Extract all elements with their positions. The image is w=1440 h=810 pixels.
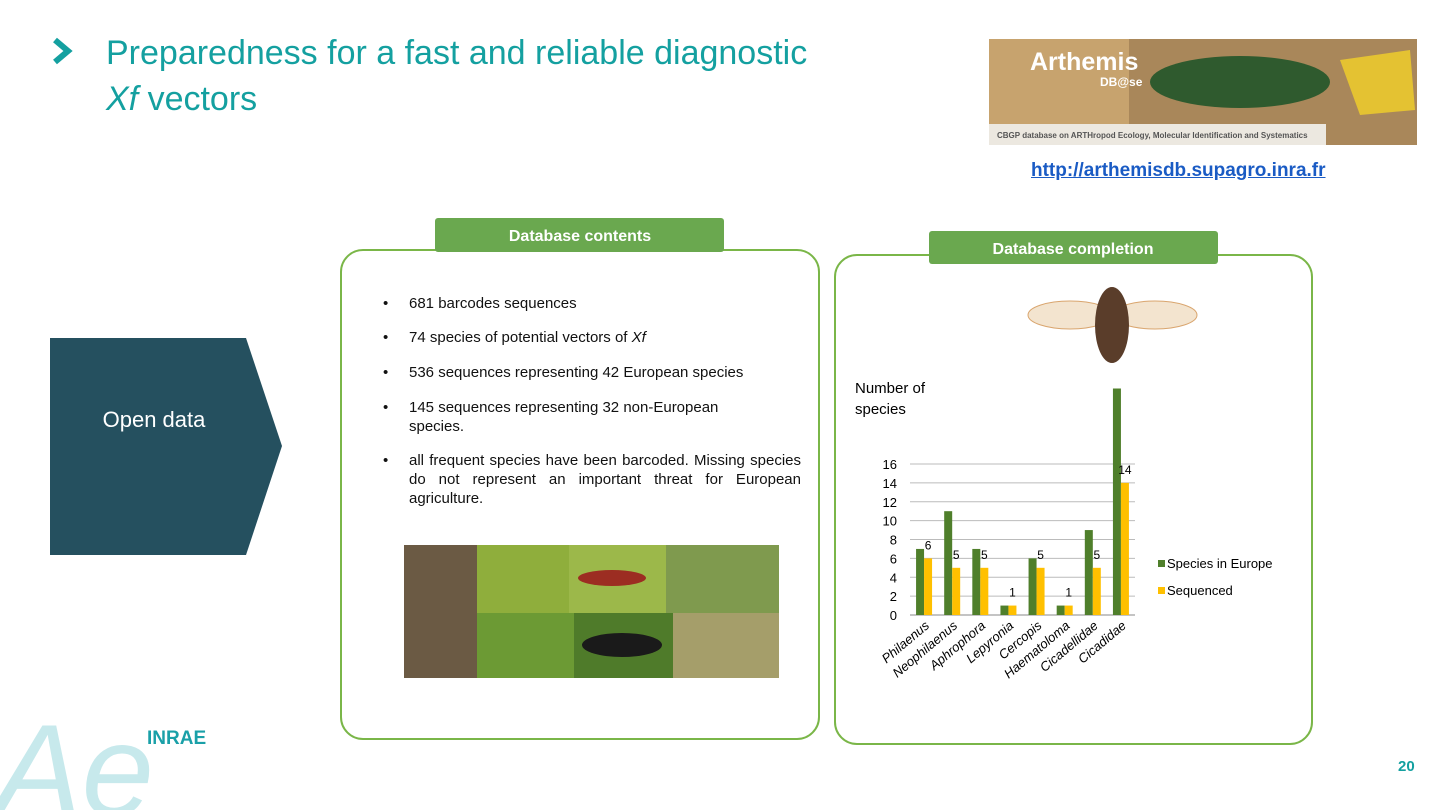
title-italic: Xf [106,80,139,118]
page-number: 20 [1398,758,1415,775]
photo [477,613,574,678]
data-label: 1 [1065,586,1072,600]
bar [944,511,953,615]
insect-photos [404,545,779,678]
bullet: 145 sequences representing 32 non-Europe… [383,398,749,436]
bar [1092,567,1101,615]
logo-caption-bg [989,124,1326,145]
logo-caption: CBGP database on ARTHropod Ecology, Mole… [997,131,1308,140]
bar [1008,605,1017,615]
legend-swatch [1158,587,1165,594]
y-tick-label: 4 [890,570,897,585]
y-tick-label: 16 [883,457,897,472]
bar [1056,605,1065,615]
europe-map [1340,50,1415,115]
side-label: Open data [103,407,207,432]
legend-swatch [1158,560,1165,567]
data-label: 5 [1037,548,1044,562]
photo [673,613,779,678]
legend-label: Sequenced [1167,583,1233,598]
data-label: 14 [1118,463,1132,477]
bar [916,548,925,615]
logo-sub: DB@se [1100,75,1143,89]
brand: INRAE [147,728,206,749]
bar [980,567,989,615]
insect [578,570,646,586]
bar [1064,605,1073,615]
y-tick-label: 8 [890,533,897,548]
logo-name: Arthemis [1030,48,1138,76]
chevron [53,37,73,65]
contents-tab [435,218,724,252]
completion-title: Database completion [993,241,1154,258]
data-label: 6 [925,538,932,552]
data-label: 5 [1093,548,1100,562]
data-label: 1 [1009,586,1016,600]
page-title: Preparedness for a fast and reliable dia… [106,30,807,122]
bar [1036,567,1045,615]
y-tick-label: 14 [883,476,897,491]
bar [1028,558,1037,615]
contents-title: Database contents [509,228,651,245]
photo [404,545,477,678]
url-link[interactable]: http://arthemisdb.supagro.inra.fr [1031,160,1326,181]
y-tick-label: 12 [883,495,897,510]
bullet-italic: Xf [631,329,646,346]
y-tick-label: 10 [883,514,897,529]
bar [972,548,981,615]
bar [1112,388,1121,615]
bar [952,567,961,615]
bullet: all frequent species have been barcoded.… [383,451,801,508]
bullet-text: 74 species of potential vectors of [409,329,628,346]
side-arrow [50,338,282,555]
cicada-image [1027,287,1198,363]
title-line: Xf vectors [106,76,807,122]
bullet: 681 barcodes sequences [383,294,801,313]
title-rest: vectors [147,80,258,118]
y-axis-label: Number of species [855,380,926,418]
bullet: 74 species of potential vectors of Xf [383,328,801,347]
bar [1120,482,1129,615]
insect [582,633,662,657]
completion-tab [929,231,1218,264]
bullet: 536 sequences representing 42 European s… [383,363,801,382]
title-line: Preparedness for a fast and reliable dia… [106,34,808,72]
y-tick-label: 2 [890,589,897,604]
bar [1000,605,1009,615]
bar [1084,530,1093,615]
y-tick-label: 6 [890,551,897,566]
data-label: 5 [981,548,988,562]
data-label: 5 [953,548,960,562]
y-tick-label: 0 [890,608,897,623]
photo [666,545,779,613]
brand-decoration: Ae [0,697,154,810]
bar [924,558,933,615]
legend-label: Species in Europe [1167,556,1273,571]
beetle-image [1150,56,1330,108]
photo [477,545,569,613]
